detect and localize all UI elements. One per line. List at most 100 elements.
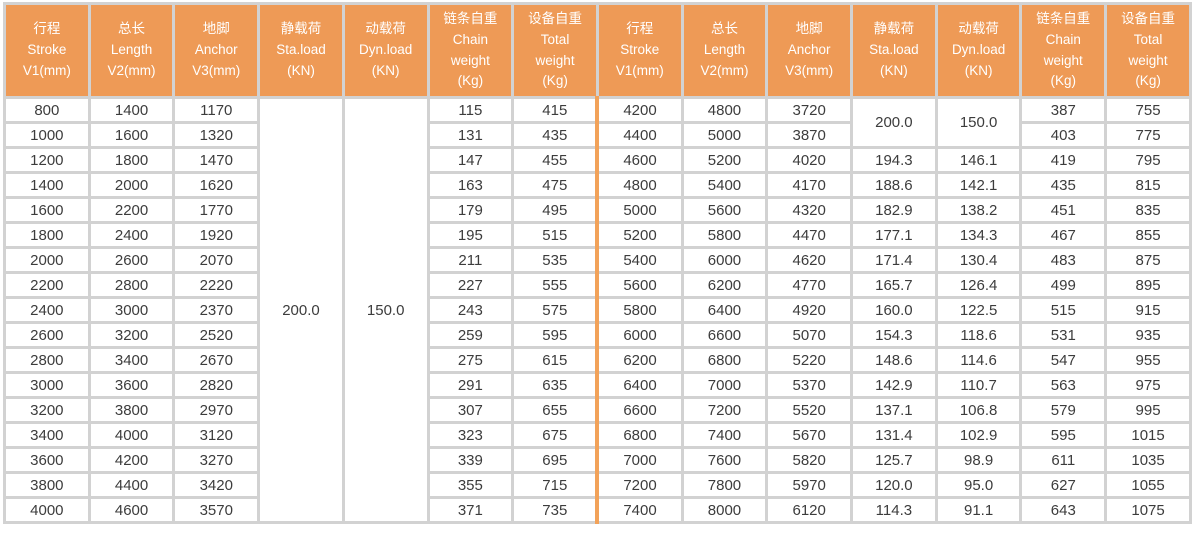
cell-left-length: 4200 xyxy=(87,446,176,474)
cell-right-total-weight: 895 xyxy=(1104,271,1192,299)
cell-right-length: 5600 xyxy=(680,196,769,224)
cell-left-total-weight: 675 xyxy=(511,421,599,449)
cell-right-sta-load: 160.0 xyxy=(850,296,938,324)
cell-left-stroke: 2200 xyxy=(3,271,91,299)
cell-right-length: 7000 xyxy=(680,371,769,399)
cell-right-length: 6600 xyxy=(680,321,769,349)
cell-right-sta-load: 142.9 xyxy=(850,371,938,399)
cell-right-total-weight: 815 xyxy=(1104,171,1192,199)
cell-left-anchor: 1620 xyxy=(172,171,261,199)
cell-right-anchor: 6120 xyxy=(765,496,854,524)
cell-right-sta-load: 177.1 xyxy=(850,221,938,249)
cell-right-anchor: 5070 xyxy=(765,321,854,349)
cell-left-chain-weight: 275 xyxy=(426,346,515,374)
cell-right-dyn-load: 138.2 xyxy=(934,196,1023,224)
cell-right-stroke: 4400 xyxy=(595,121,684,149)
cell-left-chain-weight: 355 xyxy=(426,471,515,499)
cell-right-chain-weight: 483 xyxy=(1019,246,1108,274)
cell-right-chain-weight: 595 xyxy=(1019,421,1108,449)
cell-left-length: 3200 xyxy=(87,321,176,349)
cell-right-chain-weight: 563 xyxy=(1019,371,1108,399)
table-row: 2400 3000 2370 243 575 5800 6400 4920 160.0 122.5… xyxy=(3,296,1192,324)
cell-right-length: 6800 xyxy=(680,346,769,374)
cell-right-total-weight: 955 xyxy=(1104,346,1192,374)
cell-right-length: 7800 xyxy=(680,471,769,499)
cell-left-length: 1600 xyxy=(87,121,176,149)
cell-right-total-weight: 1075 xyxy=(1104,496,1192,524)
cell-right-chain-weight: 451 xyxy=(1019,196,1108,224)
header-left-length: 总长 Length V2(mm) xyxy=(87,2,176,99)
cell-left-anchor: 3570 xyxy=(172,496,261,524)
cell-right-chain-weight: 403 xyxy=(1019,121,1108,149)
cell-left-stroke: 1800 xyxy=(3,221,91,249)
cell-right-stroke: 7200 xyxy=(595,471,684,499)
cell-right-anchor: 3720 xyxy=(765,96,854,124)
cell-left-chain-weight: 147 xyxy=(426,146,515,174)
spec-table: 行程 Stroke V1(mm) 总长 Length V2(mm) 地脚 Ancho… xyxy=(3,2,1192,524)
cell-right-stroke: 6800 xyxy=(595,421,684,449)
table-row: 3400 4000 3120 323 675 6800 7400 5670 131.4 102.9… xyxy=(3,421,1192,449)
cell-right-stroke: 5200 xyxy=(595,221,684,249)
cell-right-total-weight: 795 xyxy=(1104,146,1192,174)
cell-right-stroke: 4600 xyxy=(595,146,684,174)
cell-left-length: 3800 xyxy=(87,396,176,424)
cell-left-chain-weight: 211 xyxy=(426,246,515,274)
cell-left-chain-weight: 371 xyxy=(426,496,515,524)
cell-left-chain-weight: 243 xyxy=(426,296,515,324)
cell-right-dyn-load: 134.3 xyxy=(934,221,1023,249)
cell-right-sta-load: 114.3 xyxy=(850,496,938,524)
cell-left-total-weight: 735 xyxy=(511,496,599,524)
cell-right-length: 5800 xyxy=(680,221,769,249)
cell-right-dyn-load: 122.5 xyxy=(934,296,1023,324)
header-right-sta-load: 静载荷 Sta.load (KN) xyxy=(850,2,938,99)
table-row: 1400 2000 1620 163 475 4800 5400 4170 188.6 142.1… xyxy=(3,171,1192,199)
cell-right-chain-weight: 387 xyxy=(1019,96,1108,124)
cell-left-length: 4000 xyxy=(87,421,176,449)
cell-right-stroke: 5800 xyxy=(595,296,684,324)
cell-left-total-weight: 495 xyxy=(511,196,599,224)
cell-right-dyn-load: 110.7 xyxy=(934,371,1023,399)
cell-left-total-weight: 615 xyxy=(511,346,599,374)
cell-left-anchor: 3270 xyxy=(172,446,261,474)
cell-left-chain-weight: 131 xyxy=(426,121,515,149)
cell-right-anchor: 3870 xyxy=(765,121,854,149)
cell-left-length: 3000 xyxy=(87,296,176,324)
cell-right-total-weight: 855 xyxy=(1104,221,1192,249)
cell-left-length: 3600 xyxy=(87,371,176,399)
cell-right-stroke: 6400 xyxy=(595,371,684,399)
cell-right-stroke: 6000 xyxy=(595,321,684,349)
cell-right-dyn-load: 130.4 xyxy=(934,246,1023,274)
cell-right-length: 6400 xyxy=(680,296,769,324)
header-row: 行程 Stroke V1(mm) 总长 Length V2(mm) 地脚 Ancho… xyxy=(3,2,1192,99)
cell-right-total-weight: 835 xyxy=(1104,196,1192,224)
cell-left-stroke: 3200 xyxy=(3,396,91,424)
cell-right-anchor: 5970 xyxy=(765,471,854,499)
cell-left-chain-weight: 291 xyxy=(426,371,515,399)
cell-right-dyn-load: 102.9 xyxy=(934,421,1023,449)
cell-left-chain-weight: 179 xyxy=(426,196,515,224)
cell-right-anchor: 5220 xyxy=(765,346,854,374)
cell-right-sta-load: 137.1 xyxy=(850,396,938,424)
cell-left-length: 2000 xyxy=(87,171,176,199)
cell-right-total-weight: 975 xyxy=(1104,371,1192,399)
cell-left-total-weight: 555 xyxy=(511,271,599,299)
cell-right-length: 7400 xyxy=(680,421,769,449)
table-row: 3600 4200 3270 339 695 7000 7600 5820 125.7 98.9 6… xyxy=(3,446,1192,474)
cell-right-length: 6200 xyxy=(680,271,769,299)
cell-left-stroke: 1200 xyxy=(3,146,91,174)
cell-left-anchor: 1170 xyxy=(172,96,261,124)
cell-left-total-weight: 575 xyxy=(511,296,599,324)
cell-right-total-weight: 915 xyxy=(1104,296,1192,324)
table-body: 800 1400 1170 200.0 150.0 115 415 4200 4800 3720 2… xyxy=(3,96,1192,524)
cell-right-total-weight: 1015 xyxy=(1104,421,1192,449)
header-right-stroke: 行程 Stroke V1(mm) xyxy=(595,2,684,99)
cell-right-sta-load: 165.7 xyxy=(850,271,938,299)
cell-right-length: 5000 xyxy=(680,121,769,149)
header-left-total-weight: 设备自重 Total weight (Kg) xyxy=(511,2,599,99)
cell-left-chain-weight: 227 xyxy=(426,271,515,299)
cell-left-anchor: 2070 xyxy=(172,246,261,274)
cell-left-total-weight: 435 xyxy=(511,121,599,149)
cell-left-stroke: 3600 xyxy=(3,446,91,474)
cell-right-length: 6000 xyxy=(680,246,769,274)
header-right-total-weight: 设备自重 Total weight (Kg) xyxy=(1104,2,1192,99)
